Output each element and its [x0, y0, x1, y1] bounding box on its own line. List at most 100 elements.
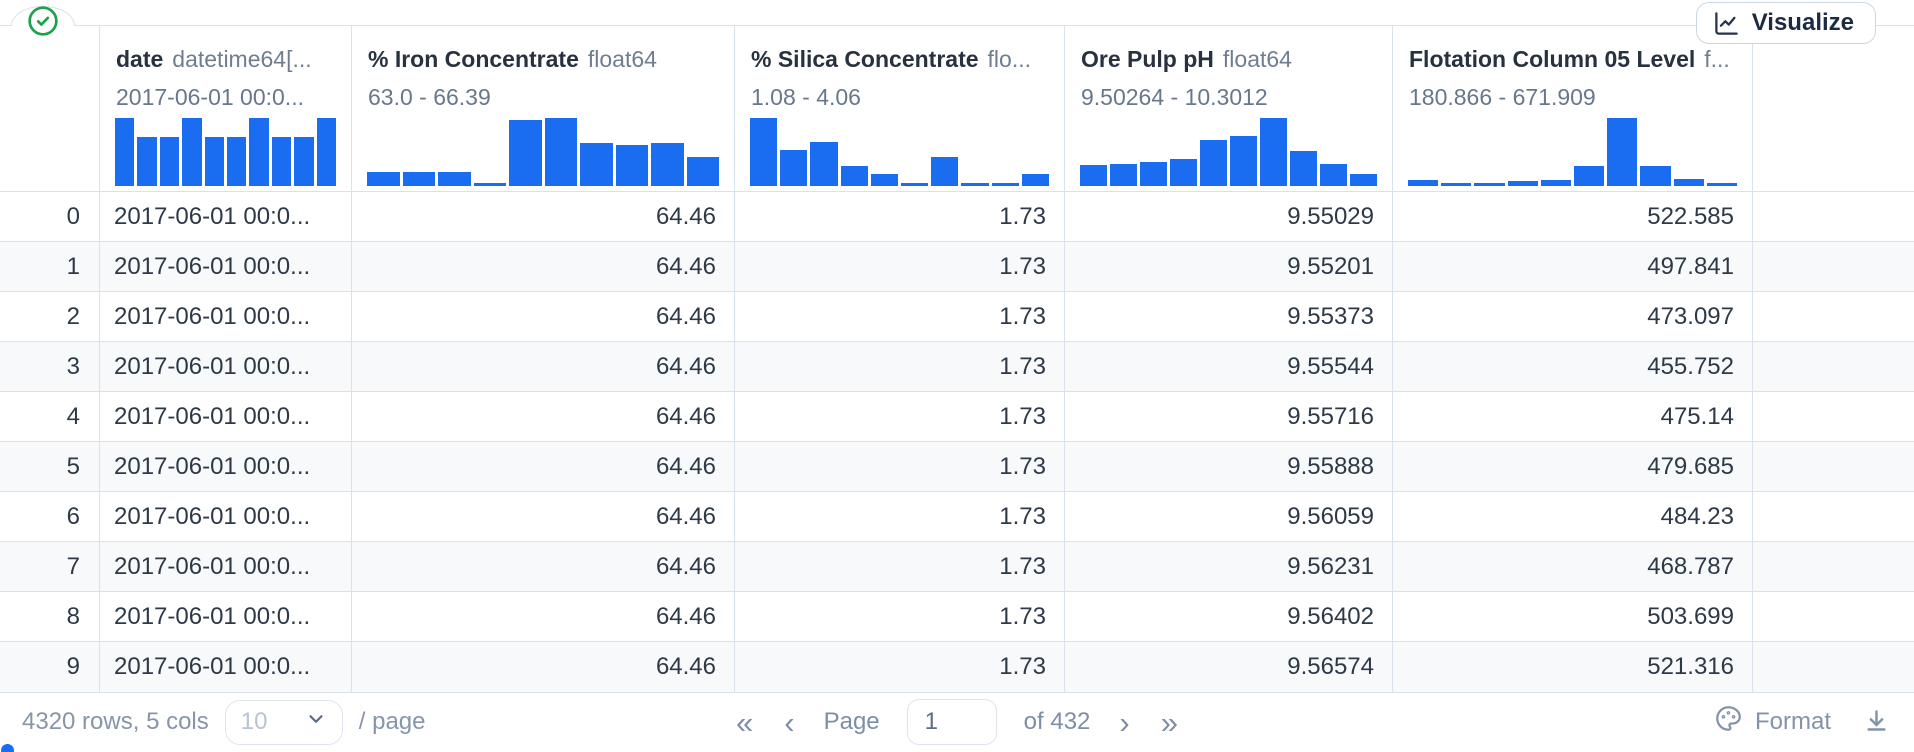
cell-iron: 64.46 — [352, 392, 735, 441]
prev-page-button[interactable]: ‹ — [784, 704, 795, 740]
column-histogram — [1080, 118, 1377, 186]
cell-ph: 9.56574 — [1065, 642, 1393, 692]
table-row[interactable]: 6 2017-06-01 00:0... 64.46 1.73 9.56059 484.2… — [0, 492, 1914, 542]
empty-cell — [1753, 642, 1914, 692]
cell-ph: 9.55544 — [1065, 342, 1393, 391]
column-header-iron-concentrate[interactable]: % Iron Concentrate float64 63.0 - 66.39 — [352, 26, 735, 191]
cell-ph: 9.56059 — [1065, 492, 1393, 541]
cell-ph: 9.55201 — [1065, 242, 1393, 291]
pagination: « ‹ Page of 432 › » — [734, 693, 1180, 751]
histogram-bar — [1607, 118, 1638, 186]
table-body: 0 2017-06-01 00:0... 64.46 1.73 9.55029 522.5… — [0, 192, 1914, 692]
column-type: datetime64[... — [172, 46, 312, 72]
download-icon — [1863, 707, 1890, 737]
cell-iron: 64.46 — [352, 592, 735, 641]
cell-iron: 64.46 — [352, 542, 735, 591]
table-row[interactable]: 7 2017-06-01 00:0... 64.46 1.73 9.56231 468.7… — [0, 542, 1914, 592]
cell-date: 2017-06-01 00:0... — [100, 442, 352, 491]
last-page-button[interactable]: » — [1160, 704, 1178, 740]
histogram-bar — [1408, 179, 1439, 186]
histogram-bar — [115, 118, 135, 186]
histogram-bar — [1200, 140, 1227, 186]
table-row[interactable]: 5 2017-06-01 00:0... 64.46 1.73 9.55888 479.6… — [0, 442, 1914, 492]
column-header-flotation-column-05-level[interactable]: Flotation Column 05 Level f... 180.866 - … — [1393, 26, 1753, 191]
page-number-input[interactable] — [906, 699, 997, 745]
cell-iron: 64.46 — [352, 292, 735, 341]
data-table: date datetime64[... 2017-06-01 00:0... % … — [0, 25, 1914, 692]
histogram-bar — [1474, 182, 1505, 186]
column-range: 9.50264 - 10.3012 — [1081, 84, 1268, 110]
histogram-bar — [1673, 179, 1704, 186]
cell-flotation: 475.14 — [1393, 392, 1753, 441]
table-row[interactable]: 9 2017-06-01 00:0... 64.46 1.73 9.56574 521.3… — [0, 642, 1914, 692]
histogram-bar — [810, 141, 838, 186]
histogram-bar — [249, 118, 269, 186]
cell-date: 2017-06-01 00:0... — [100, 242, 352, 291]
empty-cell — [1753, 242, 1914, 291]
first-page-button[interactable]: « — [736, 704, 754, 740]
table-row[interactable]: 3 2017-06-01 00:0... 64.46 1.73 9.55544 455.7… — [0, 342, 1914, 392]
row-index: 8 — [0, 592, 100, 641]
table-row[interactable]: 4 2017-06-01 00:0... 64.46 1.73 9.55716 475.1… — [0, 392, 1914, 442]
histogram-bar — [1320, 163, 1347, 186]
page-size-select[interactable]: 10 — [224, 699, 343, 745]
histogram-bar — [544, 118, 577, 186]
footer-actions: Format — [1709, 693, 1890, 751]
per-page-label: / page — [358, 708, 426, 735]
histogram-bar — [1540, 179, 1572, 186]
cell-silica: 1.73 — [735, 542, 1065, 591]
cell-flotation: 521.316 — [1393, 642, 1753, 692]
empty-cell — [1753, 292, 1914, 341]
format-label: Format — [1754, 708, 1831, 735]
cell-flotation: 522.585 — [1393, 192, 1753, 241]
cell-silica: 1.73 — [735, 192, 1065, 241]
cell-iron: 64.46 — [352, 492, 735, 541]
cell-silica: 1.73 — [735, 442, 1065, 491]
table-row[interactable]: 0 2017-06-01 00:0... 64.46 1.73 9.55029 522.5… — [0, 192, 1914, 242]
cell-iron: 64.46 — [352, 642, 735, 692]
cell-iron: 64.46 — [352, 442, 735, 491]
visualize-button[interactable]: Visualize — [1695, 2, 1876, 44]
cell-flotation: 497.841 — [1393, 242, 1753, 291]
column-type: f... — [1704, 46, 1730, 72]
corner-accent — [1, 744, 14, 752]
histogram-bar — [901, 183, 929, 186]
histogram-bar — [227, 137, 247, 186]
histogram-bar — [1507, 181, 1538, 186]
histogram-bar — [159, 137, 180, 186]
histogram-bar — [509, 120, 542, 186]
download-button[interactable] — [1863, 707, 1890, 737]
next-page-button[interactable]: › — [1119, 704, 1130, 740]
column-header-ore-pulp-ph[interactable]: Ore Pulp pH float64 9.50264 - 10.3012 — [1065, 26, 1393, 191]
column-range: 180.866 - 671.909 — [1409, 84, 1596, 110]
row-index: 4 — [0, 392, 100, 441]
cell-date: 2017-06-01 00:0... — [100, 392, 352, 441]
table-row[interactable]: 8 2017-06-01 00:0... 64.46 1.73 9.56402 503.6… — [0, 592, 1914, 642]
cell-flotation: 503.699 — [1393, 592, 1753, 641]
cell-date: 2017-06-01 00:0... — [100, 292, 352, 341]
histogram-bar — [1350, 173, 1377, 186]
column-histogram — [115, 118, 337, 186]
column-header-date[interactable]: date datetime64[... 2017-06-01 00:0... — [100, 26, 352, 191]
footer-summary-group: 4320 rows, 5 cols 10 / page — [22, 693, 426, 751]
table-row[interactable]: 1 2017-06-01 00:0... 64.46 1.73 9.55201 497.8… — [0, 242, 1914, 292]
column-type: float64 — [587, 46, 657, 72]
histogram-bar — [991, 183, 1019, 186]
cell-silica: 1.73 — [735, 342, 1065, 391]
check-circle-icon — [27, 5, 59, 37]
histogram-bar — [473, 182, 506, 186]
cell-iron: 64.46 — [352, 242, 735, 291]
column-name: % Iron Concentrate — [368, 46, 579, 72]
histogram-bar — [651, 143, 684, 186]
column-header-silica-concentrate[interactable]: % Silica Concentrate flo... 1.08 - 4.06 — [735, 26, 1065, 191]
column-range: 63.0 - 66.39 — [368, 84, 491, 110]
of-label: of 432 — [1023, 708, 1091, 735]
table-row[interactable]: 2 2017-06-01 00:0... 64.46 1.73 9.55373 473.0… — [0, 292, 1914, 342]
page-size-value: 10 — [240, 708, 268, 735]
format-button[interactable]: Format — [1709, 704, 1837, 740]
cell-flotation: 455.752 — [1393, 342, 1753, 391]
column-histogram — [367, 118, 719, 186]
histogram-bar — [780, 149, 808, 186]
histogram-bar — [271, 137, 292, 186]
cell-date: 2017-06-01 00:0... — [100, 542, 352, 591]
